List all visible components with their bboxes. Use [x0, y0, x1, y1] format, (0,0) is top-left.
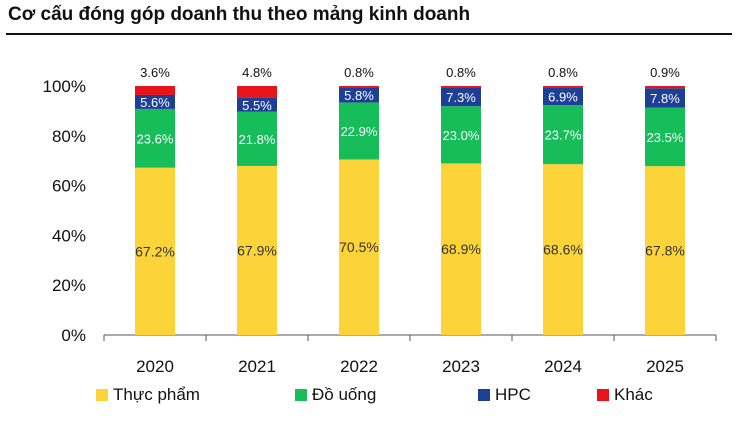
y-tick-label: 40% — [52, 226, 86, 245]
y-tick-label: 0% — [61, 326, 86, 345]
x-tick-label: 2024 — [544, 357, 582, 376]
data-label: 67.9% — [237, 242, 277, 258]
bar-segment — [339, 87, 379, 103]
data-label: 21.8% — [239, 132, 276, 147]
data-label: 5.5% — [242, 98, 272, 113]
bar-segment — [543, 87, 583, 106]
data-label: 68.9% — [441, 241, 481, 257]
x-tick-label: 2021 — [238, 357, 276, 376]
y-tick-label: 80% — [52, 127, 86, 146]
data-label: 5.6% — [140, 95, 170, 110]
bar-segment — [441, 106, 481, 164]
data-label: 67.8% — [645, 243, 685, 259]
y-tick-label: 60% — [52, 177, 86, 196]
data-label: 0.8% — [446, 65, 476, 80]
x-tick-label: 2020 — [136, 357, 174, 376]
legend-label: Thực phẩm — [113, 385, 200, 404]
data-label: 23.6% — [137, 131, 174, 146]
chart-title: Cơ cấu đóng góp doanh thu theo mảng kinh… — [8, 4, 471, 25]
legend-label: Đồ uống — [312, 385, 376, 404]
legend-swatch — [295, 389, 307, 401]
bar-segment — [237, 111, 277, 166]
data-label: 7.8% — [650, 91, 680, 106]
bar-segment — [543, 86, 583, 88]
bar-segment — [237, 165, 277, 335]
bar-segment — [543, 105, 583, 165]
data-label: 22.9% — [341, 124, 378, 139]
title-underline — [6, 33, 732, 35]
bar-segment — [135, 167, 175, 335]
data-label: 23.7% — [545, 128, 582, 143]
data-label: 5.8% — [344, 88, 374, 103]
y-tick-label: 20% — [52, 276, 86, 295]
data-label: 68.6% — [543, 242, 583, 258]
data-label: 0.8% — [344, 65, 374, 80]
bar-segment — [135, 108, 175, 168]
data-label: 23.5% — [647, 130, 684, 145]
bar-segment — [237, 86, 277, 98]
data-label: 0.8% — [548, 65, 578, 80]
bar-segment — [135, 86, 175, 95]
bar-segment — [441, 86, 481, 88]
bar-segment — [339, 86, 379, 88]
bar-segment — [645, 166, 685, 335]
data-label: 67.2% — [135, 243, 175, 259]
bar-segment — [339, 102, 379, 160]
bar-segment — [339, 159, 379, 335]
data-label: 70.5% — [339, 239, 379, 255]
bar-segment — [543, 164, 583, 335]
legend-label: Khác — [614, 385, 653, 404]
bar-segment — [135, 94, 175, 109]
legend-swatch — [96, 389, 108, 401]
bar-segment — [237, 97, 277, 112]
y-tick-label: 100% — [43, 77, 86, 96]
bar-segment — [645, 86, 685, 89]
data-label: 7.3% — [446, 90, 476, 105]
x-tick-label: 2025 — [646, 357, 684, 376]
data-label: 6.9% — [548, 90, 578, 105]
x-tick-label: 2023 — [442, 357, 480, 376]
data-label: 4.8% — [242, 65, 272, 80]
bar-segment — [645, 88, 685, 108]
data-label: 23.0% — [443, 128, 480, 143]
bar-segment — [441, 87, 481, 107]
data-label: 3.6% — [140, 65, 170, 80]
bar-segment — [441, 163, 481, 335]
bar-segment — [645, 107, 685, 167]
legend-swatch — [478, 389, 490, 401]
legend-swatch — [597, 389, 609, 401]
x-tick-label: 2022 — [340, 357, 378, 376]
legend-label: HPC — [495, 385, 531, 404]
data-label: 0.9% — [650, 65, 680, 80]
